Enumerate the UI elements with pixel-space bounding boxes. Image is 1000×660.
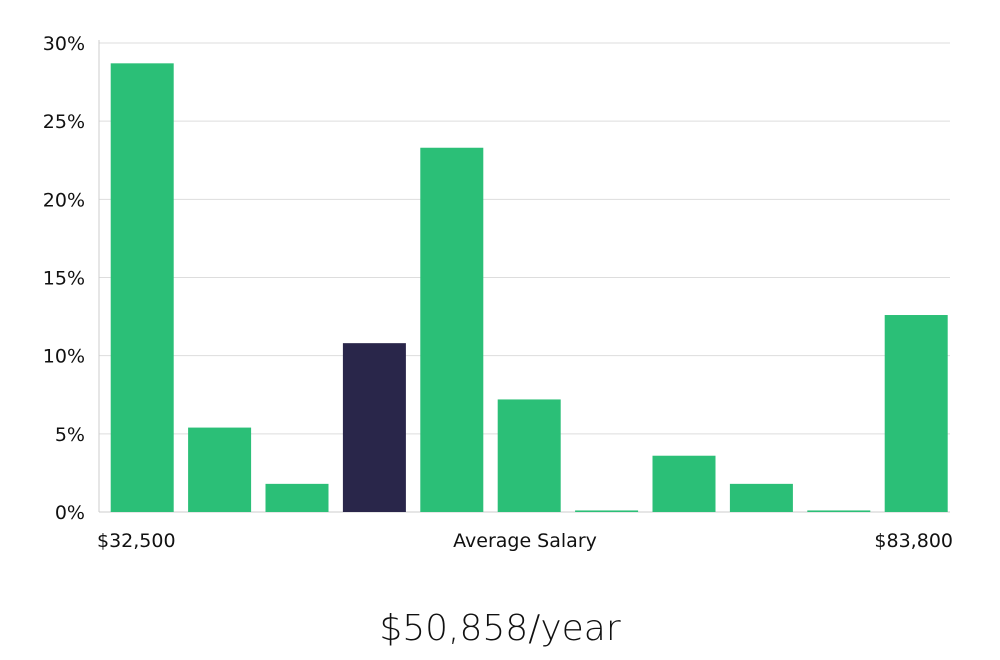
average-salary-value: $50,858/year [379, 608, 621, 649]
y-tick-label: 5% [55, 424, 85, 446]
y-tick-label: 25% [43, 111, 85, 133]
x-label-min: $32,500 [97, 530, 176, 552]
bar [575, 510, 639, 512]
bar [188, 427, 252, 512]
bar [884, 315, 948, 512]
bar [265, 483, 329, 512]
y-tick-label: 20% [43, 189, 85, 211]
bar [420, 147, 484, 512]
y-tick-label: 10% [43, 346, 85, 368]
bar [110, 63, 174, 512]
bar-highlighted [342, 343, 406, 512]
y-tick-label: 0% [55, 502, 85, 524]
salary-histogram: 0% 5% 10% 15% 20% 25% 30% $32,500 Average Sala… [43, 33, 953, 552]
bar [497, 399, 561, 512]
y-tick-label: 30% [43, 33, 85, 55]
bar [807, 510, 871, 512]
bar [729, 483, 793, 512]
bar [652, 455, 716, 512]
x-label-max: $83,800 [874, 530, 953, 552]
y-tick-label: 15% [43, 268, 85, 290]
y-axis-ticks: 0% 5% 10% 15% 20% 25% 30% [43, 33, 85, 524]
x-label-average: Average Salary [453, 530, 597, 552]
bars [110, 63, 948, 512]
